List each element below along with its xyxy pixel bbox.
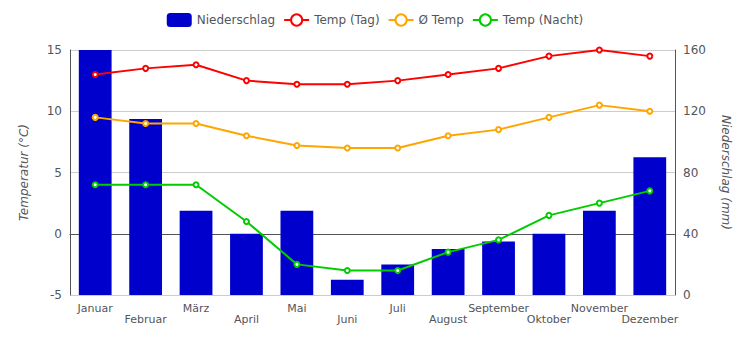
svg-text:März: März	[183, 302, 210, 315]
svg-text:0: 0	[54, 227, 62, 241]
svg-text:0: 0	[683, 288, 691, 302]
svg-text:September: September	[468, 302, 529, 315]
svg-text:Temp (Nacht): Temp (Nacht)	[502, 13, 583, 27]
svg-text:Mai: Mai	[287, 302, 306, 315]
svg-text:5: 5	[54, 166, 62, 180]
svg-text:Februar: Februar	[125, 313, 168, 326]
svg-text:-5: -5	[50, 288, 62, 302]
svg-text:Niederschlag: Niederschlag	[197, 13, 275, 27]
svg-text:Juni: Juni	[336, 313, 357, 326]
svg-text:120: 120	[683, 104, 706, 118]
svg-text:Oktober: Oktober	[527, 313, 572, 326]
svg-text:Januar: Januar	[77, 302, 114, 315]
svg-text:40: 40	[683, 227, 698, 241]
svg-text:November: November	[571, 302, 629, 315]
svg-text:April: April	[234, 313, 259, 326]
svg-text:15: 15	[47, 43, 62, 57]
svg-text:Niederschlag (mm): Niederschlag (mm)	[719, 115, 733, 230]
svg-text:10: 10	[47, 104, 62, 118]
svg-text:Juli: Juli	[389, 302, 406, 315]
svg-text:August: August	[429, 313, 468, 326]
svg-text:160: 160	[683, 43, 706, 57]
svg-text:Temp (Tag): Temp (Tag)	[313, 13, 379, 27]
svg-text:Dezember: Dezember	[621, 313, 678, 326]
svg-text:80: 80	[683, 166, 698, 180]
svg-text:Ø Temp: Ø Temp	[419, 13, 464, 27]
svg-text:Temperatur (°C): Temperatur (°C)	[17, 124, 31, 221]
